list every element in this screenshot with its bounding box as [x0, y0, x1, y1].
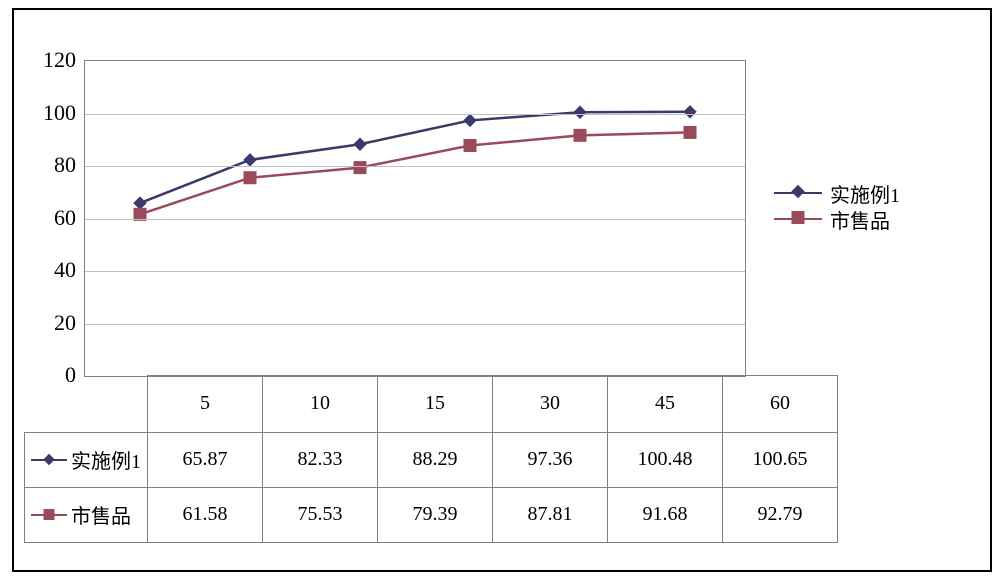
diamond-icon — [43, 448, 55, 471]
gridline — [85, 114, 745, 115]
series-line — [140, 132, 690, 214]
row-header-label: 实施例1 — [71, 445, 141, 474]
ytick-label: 40 — [26, 257, 76, 283]
data-table: 51015304560实施例165.8782.3388.2997.36100.4… — [24, 375, 838, 543]
row-header-label: 市售品 — [71, 500, 131, 529]
gridline — [85, 166, 745, 167]
table-cell: 91.68 — [608, 487, 723, 542]
series-marker — [464, 114, 476, 126]
table-cell: 65.87 — [148, 432, 263, 487]
series-marker — [464, 139, 476, 151]
legend-label: 市售品 — [830, 205, 890, 234]
table-cell: 100.65 — [723, 432, 838, 487]
gridline — [85, 271, 745, 272]
ytick-label: 80 — [26, 152, 76, 178]
table-row: 51015304560 — [25, 376, 838, 433]
table-cell: 79.39 — [378, 487, 493, 542]
ytick-label: 20 — [26, 310, 76, 336]
series-marker — [574, 106, 586, 118]
mini-line-icon — [31, 459, 67, 461]
series-marker — [354, 138, 366, 150]
table-cell: 87.81 — [493, 487, 608, 542]
series-marker — [574, 129, 586, 141]
gridline — [85, 219, 745, 220]
table-cell: 88.29 — [378, 432, 493, 487]
table-row: 市售品 61.5875.5379.3987.8191.6892.79 — [25, 487, 838, 542]
legend-item: 实施例1 — [774, 180, 900, 206]
table-header-cell: 60 — [723, 376, 838, 433]
table-row-header: 市售品 — [25, 487, 148, 542]
chart-frame: 实施例1市售品 51015304560实施例165.8782.3388.2997… — [12, 8, 992, 572]
legend-item: 市售品 — [774, 206, 900, 232]
legend-line-icon — [774, 192, 822, 194]
gridline — [85, 324, 745, 325]
square-icon — [791, 208, 805, 231]
table-header-cell: 45 — [608, 376, 723, 433]
table-cell: 75.53 — [263, 487, 378, 542]
table-cell: 97.36 — [493, 432, 608, 487]
table-row-header: 实施例1 — [25, 432, 148, 487]
square-icon — [43, 503, 55, 526]
legend-label: 实施例1 — [830, 179, 900, 208]
table-header-cell: 30 — [493, 376, 608, 433]
series-marker — [684, 126, 696, 138]
table-row: 实施例165.8782.3388.2997.36100.48100.65 — [25, 432, 838, 487]
diamond-icon — [791, 182, 805, 205]
legend: 实施例1市售品 — [774, 180, 900, 232]
series-marker — [134, 197, 146, 209]
table-cell: 61.58 — [148, 487, 263, 542]
ytick-label: 120 — [26, 47, 76, 73]
table-cell: 82.33 — [263, 432, 378, 487]
series-marker — [244, 172, 256, 184]
ytick-label: 100 — [26, 100, 76, 126]
series-marker — [354, 162, 366, 174]
table-cell: 100.48 — [608, 432, 723, 487]
ytick-label: 0 — [26, 362, 76, 388]
table-header-cell: 10 — [263, 376, 378, 433]
plot-area — [84, 60, 746, 377]
series-marker — [244, 154, 256, 166]
mini-line-icon — [31, 514, 67, 516]
table-header-cell: 15 — [378, 376, 493, 433]
table-cell: 92.79 — [723, 487, 838, 542]
legend-line-icon — [774, 218, 822, 220]
table-header-cell: 5 — [148, 376, 263, 433]
ytick-label: 60 — [26, 205, 76, 231]
series-marker — [684, 106, 696, 118]
